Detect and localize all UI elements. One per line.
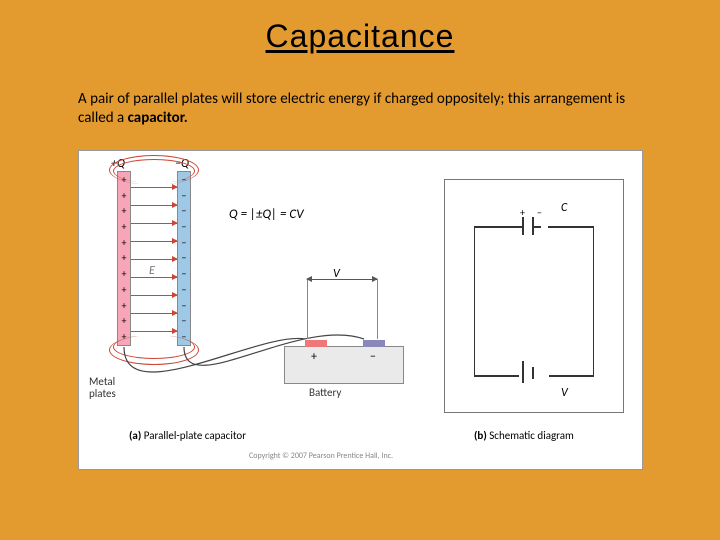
field-line [131, 331, 177, 332]
cap-minus: − [537, 206, 542, 219]
field-line [131, 223, 177, 224]
caption-b: (b) Schematic diagram [474, 429, 574, 442]
cap-plus: + [520, 206, 525, 219]
field-line [131, 205, 177, 206]
figure-panel: +Q −Q Q = |±Q| = CV E +++++++++++ −−−−−−… [78, 150, 643, 470]
field-line [131, 259, 177, 260]
v-tick [307, 279, 308, 339]
field-line [131, 241, 177, 242]
c-label: C [561, 201, 567, 215]
v-label: V [333, 267, 340, 281]
intro-bold: capacitor. [128, 109, 188, 127]
copyright-text: Copyright © 2007 Pearson Prentice Hall, … [249, 451, 393, 461]
positive-plate: +++++++++++ [117, 171, 131, 346]
plus-sign: + [311, 350, 317, 364]
fringe-arc [109, 335, 199, 365]
battery-label: Battery [309, 386, 341, 399]
v-schematic-label: V [561, 386, 568, 400]
caption-a: (a) Parallel-plate capacitor [129, 429, 246, 442]
field-line [131, 187, 177, 188]
field-line [131, 295, 177, 296]
minus-sign: − [370, 350, 376, 364]
battery-terminal-neg [363, 340, 385, 347]
v-tick [377, 279, 378, 339]
field-line [131, 313, 177, 314]
field-line [131, 277, 177, 278]
v-arrow [307, 279, 377, 280]
page-title: Capacitance [266, 18, 455, 55]
circuit-loop [474, 226, 594, 376]
battery: + − [284, 346, 404, 384]
circuit-wire [549, 375, 594, 377]
battery-terminal-pos [305, 340, 327, 347]
fringe-arc [109, 155, 199, 185]
metal-plates-label: Metalplates [89, 376, 116, 400]
negative-plate: −−−−−−−−−−− [177, 171, 191, 346]
intro-paragraph: A pair of parallel plates will store ele… [78, 90, 658, 128]
e-field-label: E [149, 264, 155, 278]
circuit-wire [474, 375, 519, 377]
equation-label: Q = |±Q| = CV [229, 207, 304, 222]
